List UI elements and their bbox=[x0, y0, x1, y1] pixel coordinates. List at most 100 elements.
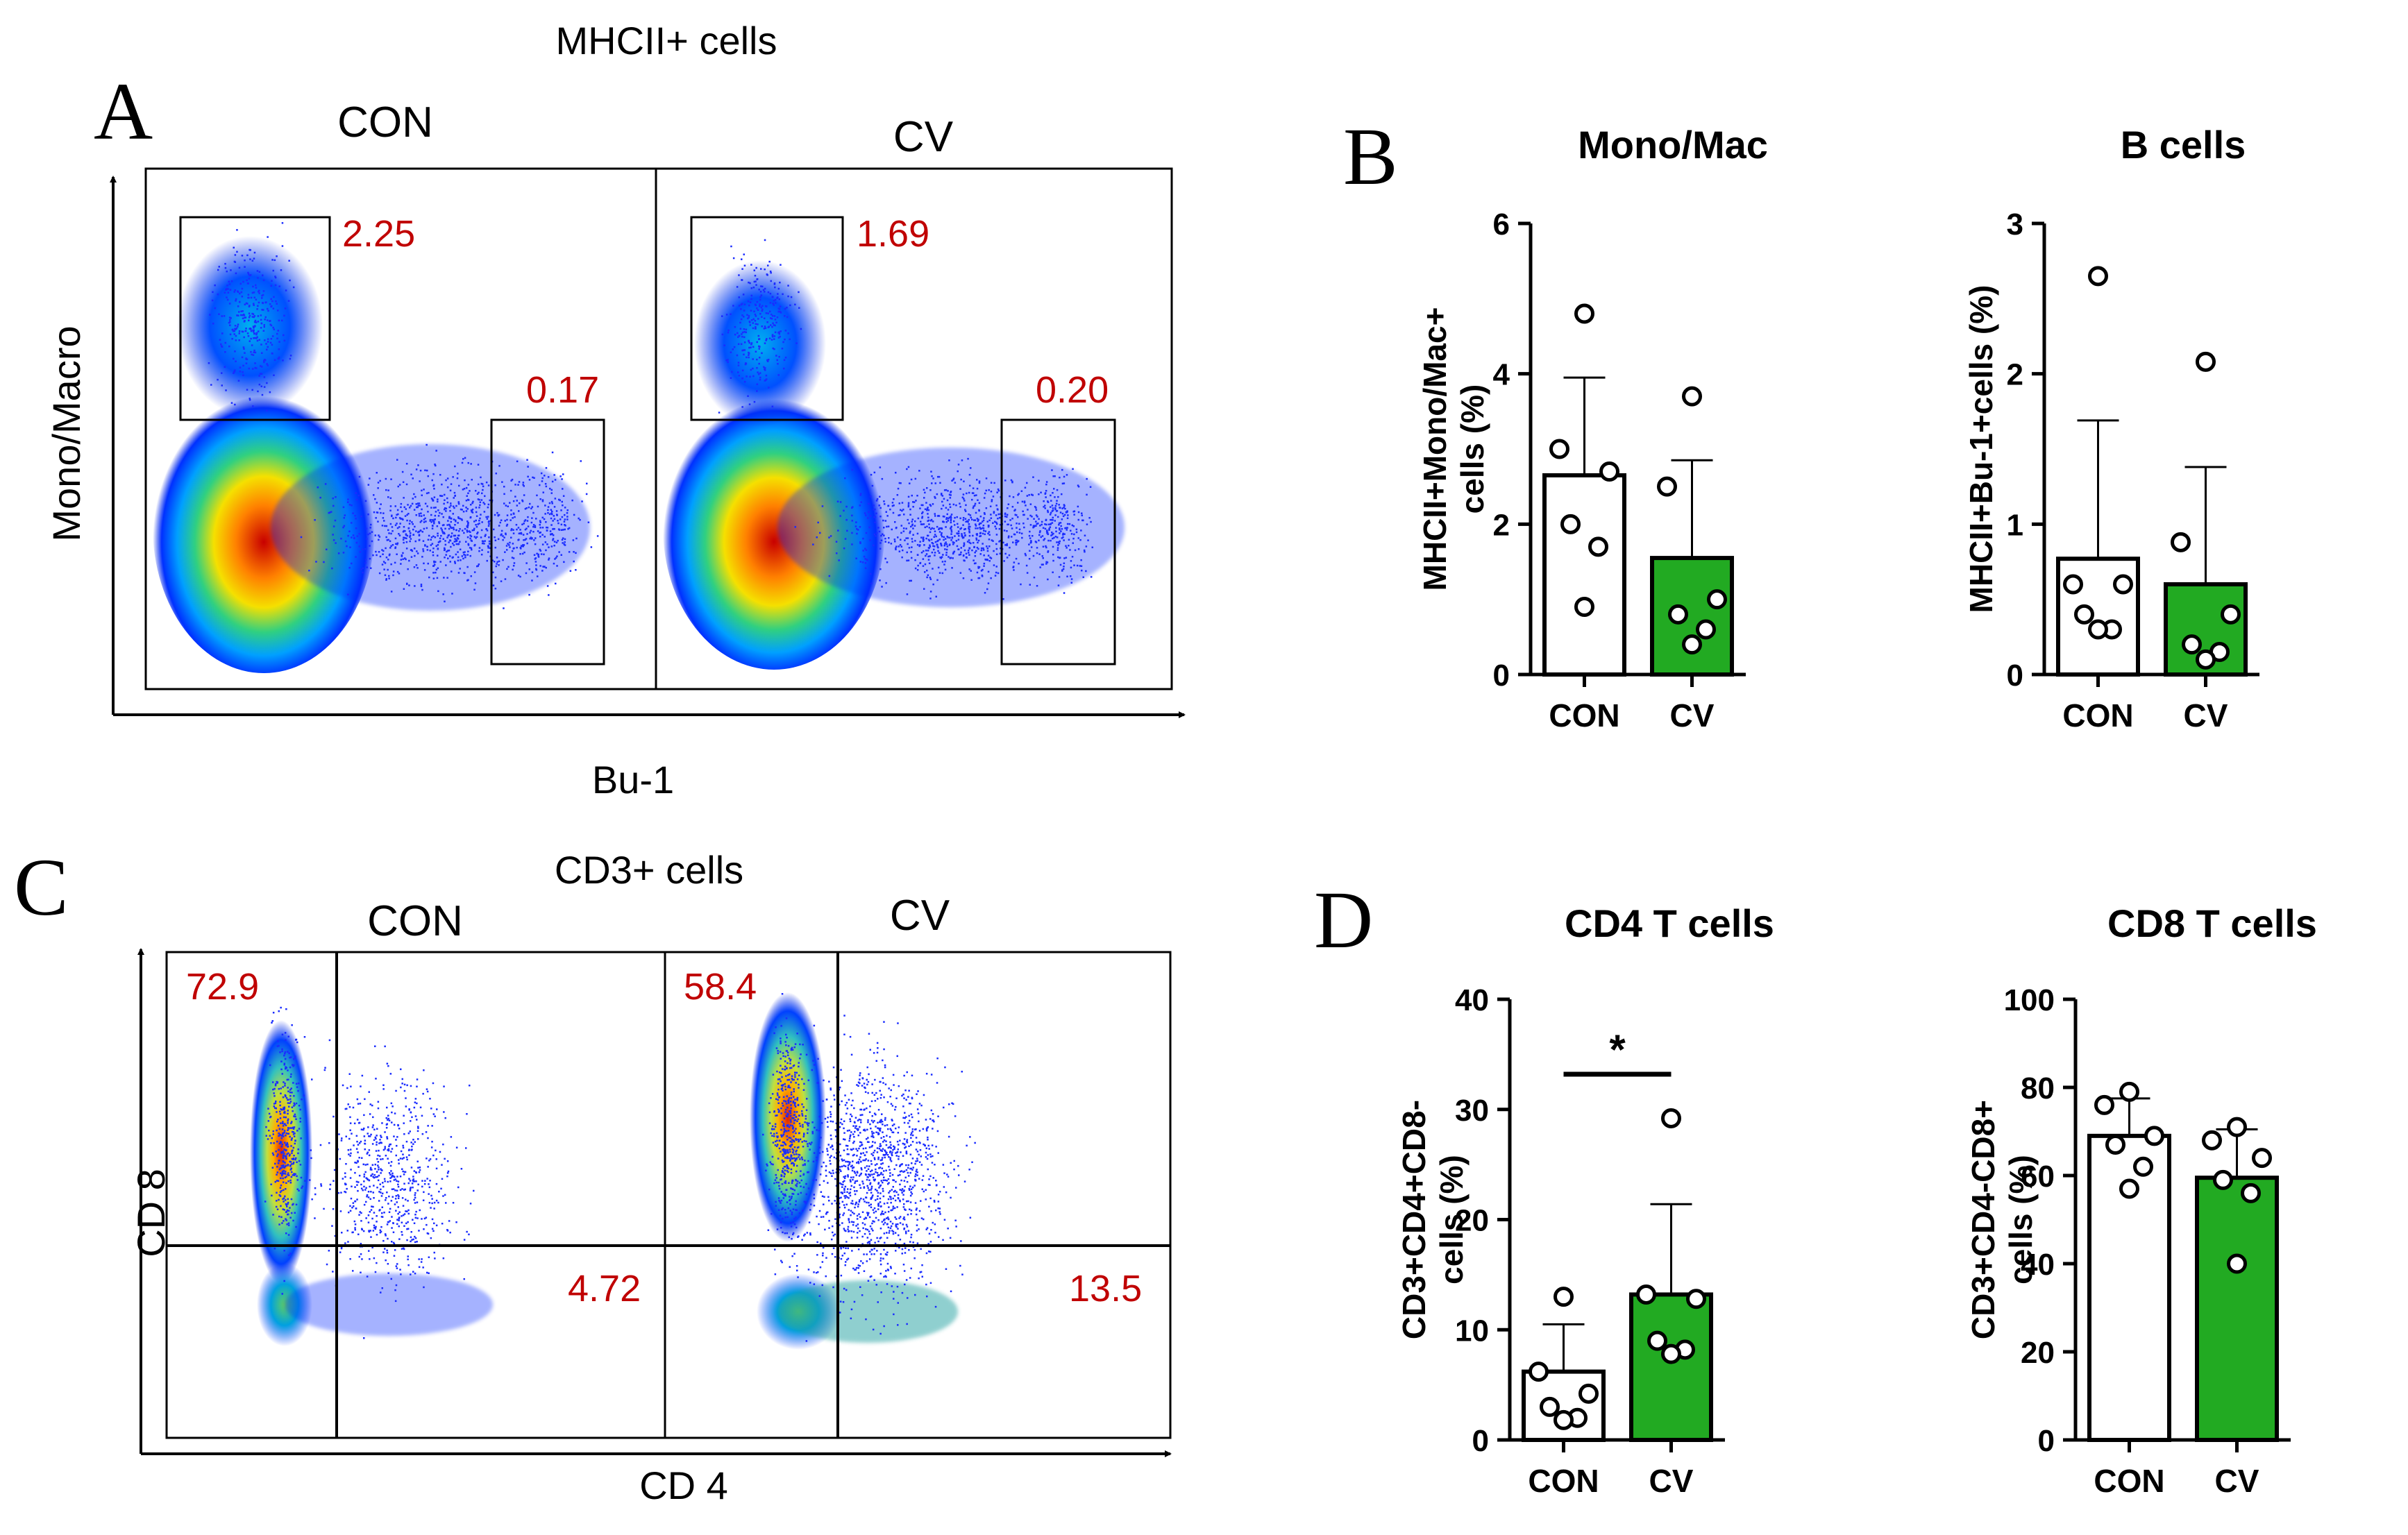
event-dot bbox=[396, 459, 398, 461]
event-dot bbox=[237, 380, 240, 382]
event-dot bbox=[932, 1128, 934, 1130]
event-dot bbox=[923, 538, 925, 541]
event-dot bbox=[1016, 539, 1018, 541]
event-dot bbox=[400, 1068, 402, 1071]
event-dot bbox=[496, 561, 498, 563]
event-dot bbox=[889, 1159, 891, 1161]
event-dot bbox=[910, 1132, 913, 1135]
event-dot bbox=[873, 1112, 876, 1114]
event-dot bbox=[934, 482, 936, 484]
event-dot bbox=[1038, 534, 1041, 536]
event-dot bbox=[747, 300, 750, 303]
event-dot bbox=[360, 568, 362, 570]
event-dot bbox=[423, 1191, 425, 1194]
event-dot bbox=[462, 557, 464, 560]
event-dot bbox=[396, 514, 398, 516]
event-dot bbox=[278, 1215, 280, 1218]
event-dot bbox=[777, 307, 780, 309]
event-dot bbox=[895, 545, 898, 548]
event-dot bbox=[280, 1142, 283, 1144]
event-dot bbox=[410, 1273, 412, 1275]
event-dot bbox=[341, 1232, 343, 1234]
event-dot bbox=[254, 337, 256, 339]
event-dot bbox=[375, 1226, 377, 1228]
event-dot bbox=[297, 1089, 299, 1092]
event-dot bbox=[564, 541, 566, 543]
event-dot bbox=[280, 1087, 282, 1089]
event-dot bbox=[354, 1186, 356, 1188]
event-dot bbox=[555, 557, 557, 559]
event-dot bbox=[995, 514, 997, 516]
event-dot bbox=[750, 287, 752, 289]
event-dot bbox=[883, 1275, 885, 1278]
event-dot bbox=[251, 344, 253, 346]
event-dot bbox=[1066, 547, 1068, 549]
event-dot bbox=[389, 1164, 392, 1167]
event-dot bbox=[769, 292, 772, 295]
event-dot bbox=[220, 343, 222, 346]
event-dot bbox=[1088, 517, 1091, 519]
event-dot bbox=[928, 1148, 930, 1150]
event-dot bbox=[296, 1175, 298, 1178]
event-dot bbox=[867, 1214, 869, 1216]
event-dot bbox=[415, 1171, 417, 1174]
event-dot bbox=[892, 1230, 895, 1233]
event-dot bbox=[432, 565, 435, 567]
event-dot bbox=[244, 266, 246, 268]
event-dot bbox=[988, 560, 991, 562]
event-dot bbox=[752, 346, 755, 348]
event-dot bbox=[845, 1289, 848, 1291]
event-dot bbox=[878, 504, 880, 507]
event-dot bbox=[512, 548, 514, 550]
event-dot bbox=[1018, 528, 1021, 531]
event-dot bbox=[857, 1205, 859, 1207]
event-dot bbox=[840, 1183, 843, 1185]
event-dot bbox=[879, 542, 882, 544]
event-dot bbox=[238, 330, 241, 332]
event-dot bbox=[287, 1234, 290, 1236]
event-dot bbox=[847, 1174, 849, 1176]
event-dot bbox=[252, 405, 254, 407]
event-dot bbox=[238, 339, 240, 341]
event-dot bbox=[855, 1225, 857, 1227]
event-dot bbox=[970, 579, 973, 581]
event-dot bbox=[924, 571, 926, 573]
event-dot bbox=[934, 1201, 936, 1203]
event-dot bbox=[756, 367, 758, 369]
event-dot bbox=[1061, 468, 1063, 471]
event-dot bbox=[294, 1115, 296, 1118]
event-dot bbox=[284, 1051, 287, 1053]
event-dot bbox=[458, 530, 460, 532]
event-dot bbox=[581, 500, 583, 502]
event-dot bbox=[1013, 533, 1016, 536]
event-dot bbox=[910, 1188, 913, 1190]
event-dot bbox=[1062, 534, 1064, 536]
event-dot bbox=[398, 1195, 400, 1198]
event-dot bbox=[285, 1188, 287, 1190]
event-dot bbox=[988, 489, 990, 491]
event-dot bbox=[366, 1178, 369, 1180]
event-dot bbox=[283, 1054, 285, 1057]
event-dot bbox=[771, 318, 773, 320]
event-dot bbox=[1079, 538, 1081, 541]
event-dot bbox=[909, 508, 911, 511]
event-dot bbox=[409, 1130, 411, 1133]
event-dot bbox=[983, 517, 985, 519]
event-dot bbox=[879, 1121, 881, 1123]
event-dot bbox=[944, 560, 946, 563]
event-dot bbox=[409, 540, 411, 543]
event-dot bbox=[396, 1201, 398, 1203]
event-dot bbox=[437, 544, 439, 546]
event-dot bbox=[1055, 510, 1058, 512]
event-dot bbox=[552, 534, 555, 536]
event-dot bbox=[413, 1180, 416, 1182]
event-dot bbox=[269, 341, 272, 344]
event-dot bbox=[976, 479, 978, 481]
event-dot bbox=[1026, 495, 1029, 497]
event-dot bbox=[909, 1277, 911, 1279]
event-dot bbox=[344, 1242, 346, 1244]
event-dot bbox=[285, 1135, 287, 1137]
event-dot bbox=[941, 493, 943, 495]
event-dot bbox=[348, 1137, 351, 1140]
event-dot bbox=[276, 1166, 278, 1168]
